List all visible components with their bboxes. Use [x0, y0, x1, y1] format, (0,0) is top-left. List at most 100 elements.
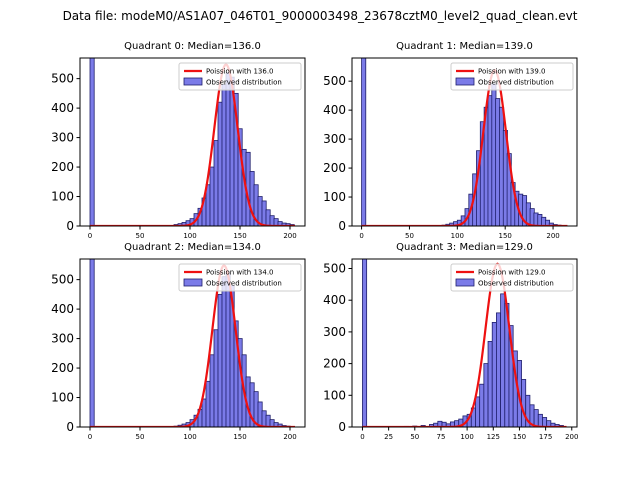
histogram-bar	[542, 417, 548, 427]
histogram-bar	[213, 140, 219, 226]
y-tick-label: 500	[51, 72, 74, 86]
plot-area	[89, 58, 295, 226]
legend-observed-label: Observed distribution	[478, 79, 554, 87]
x-tick-label: 200	[546, 232, 559, 240]
x-tick-label: 50	[405, 232, 414, 240]
x-tick-label: 200	[283, 232, 296, 240]
histogram-bar	[491, 321, 497, 427]
legend-observed-swatch	[183, 278, 203, 287]
x-tick-label: 0	[359, 232, 363, 240]
legend-observed-label: Observed distribution	[206, 79, 282, 87]
y-tick-label: 0	[338, 219, 346, 233]
poisson-fit-line	[362, 262, 567, 427]
histogram-bar	[209, 354, 215, 427]
y-tick-label: 500	[51, 273, 74, 287]
subplot-title: Quadrant 2: Median=134.0	[124, 242, 261, 253]
x-tick-label: 150	[233, 232, 246, 240]
y-tick-label: 100	[51, 391, 74, 405]
y-tick-label: 500	[323, 262, 346, 276]
histogram-bar	[221, 84, 227, 226]
histogram-bar	[269, 215, 275, 226]
legend-box	[450, 62, 574, 91]
histogram-bar	[201, 398, 207, 427]
y-tick-label: 200	[323, 161, 346, 175]
x-tick-label: 0	[88, 433, 92, 441]
histogram-bar	[221, 276, 227, 427]
legend-fit-label: Poission with 139.0	[478, 68, 546, 76]
subplot-title: Quadrant 1: Median=139.0	[396, 41, 533, 52]
histogram-bar	[225, 273, 231, 427]
y-tick-label: 0	[66, 219, 74, 233]
y-tick-label: 300	[323, 325, 346, 339]
subplot-grid: Quadrant 0: Median=136.00100200300400500…	[51, 41, 578, 441]
x-tick-label: 75	[436, 433, 445, 441]
x-tick-label: 100	[460, 433, 473, 441]
histogram-bar	[89, 58, 95, 226]
x-tick-label: 200	[283, 433, 296, 441]
histogram-bar	[537, 413, 543, 427]
histogram-bar	[209, 166, 215, 226]
histogram-bar	[261, 410, 267, 427]
x-tick-label: 0	[88, 232, 92, 240]
histogram-bar	[475, 396, 481, 427]
histogram-bar	[521, 379, 527, 427]
histogram-bar	[257, 401, 263, 427]
x-tick-label: 125	[487, 433, 500, 441]
y-tick-label: 400	[323, 103, 346, 117]
histogram-bar	[496, 312, 502, 427]
x-tick-label: 150	[499, 232, 512, 240]
x-tick-label: 200	[565, 433, 578, 441]
subplot-2: Quadrant 2: Median=134.00100200300400500…	[51, 242, 306, 441]
y-tick-label: 100	[51, 190, 74, 204]
legend: Poission with 129.0 Observed distribution	[450, 263, 574, 292]
axes-frame	[79, 57, 306, 227]
histogram-bar	[89, 259, 95, 427]
subplot-3: Quadrant 3: Median=129.00100200300400500…	[323, 242, 578, 441]
plot-area	[362, 259, 567, 427]
legend: Poission with 136.0 Observed distribution	[178, 62, 302, 91]
x-tick-label: 100	[451, 232, 464, 240]
x-tick-label: 25	[384, 433, 393, 441]
histogram-bar	[225, 72, 231, 226]
y-tick-label: 300	[51, 131, 74, 145]
y-tick-label: 300	[51, 332, 74, 346]
subplot-1: Quadrant 1: Median=139.00100200300400500…	[323, 41, 578, 240]
histogram-bar	[213, 329, 219, 427]
histogram-bar	[265, 209, 271, 226]
axes-frame	[351, 57, 578, 227]
legend-box	[450, 263, 574, 292]
y-tick-label: 0	[338, 420, 346, 434]
x-tick-label: 150	[513, 433, 526, 441]
y-tick-label: 200	[51, 361, 74, 375]
histogram-bar	[479, 383, 485, 427]
histogram-bar	[361, 58, 367, 226]
histogram-bars	[361, 58, 562, 226]
y-tick-label: 0	[66, 420, 74, 434]
axes-frame	[79, 258, 306, 428]
x-tick-label: 175	[539, 433, 552, 441]
legend-observed-swatch	[183, 77, 203, 86]
x-tick-label: 50	[136, 433, 145, 441]
legend-observed-label: Observed distribution	[206, 280, 282, 288]
histogram-bar	[483, 363, 489, 427]
subplot-title: Quadrant 3: Median=129.0	[396, 242, 533, 253]
x-tick-label: 0	[360, 433, 364, 441]
histogram-bar	[217, 293, 223, 427]
legend-observed-swatch	[455, 77, 475, 86]
plot-area	[361, 58, 568, 226]
legend-observed-swatch	[455, 278, 475, 287]
y-tick-label: 500	[323, 74, 346, 88]
y-tick-label: 300	[323, 132, 346, 146]
legend-fit-label: Poission with 129.0	[478, 269, 546, 277]
x-tick-label: 100	[183, 433, 196, 441]
histogram-bar	[205, 380, 211, 427]
histogram-bar	[500, 293, 506, 427]
legend: Poission with 139.0 Observed distribution	[450, 62, 574, 91]
y-tick-label: 200	[51, 160, 74, 174]
histogram-bars	[362, 259, 564, 427]
x-tick-label: 150	[233, 433, 246, 441]
legend-observed-label: Observed distribution	[478, 280, 554, 288]
legend-fit-label: Poission with 134.0	[206, 269, 274, 277]
histogram-bar	[362, 259, 368, 427]
